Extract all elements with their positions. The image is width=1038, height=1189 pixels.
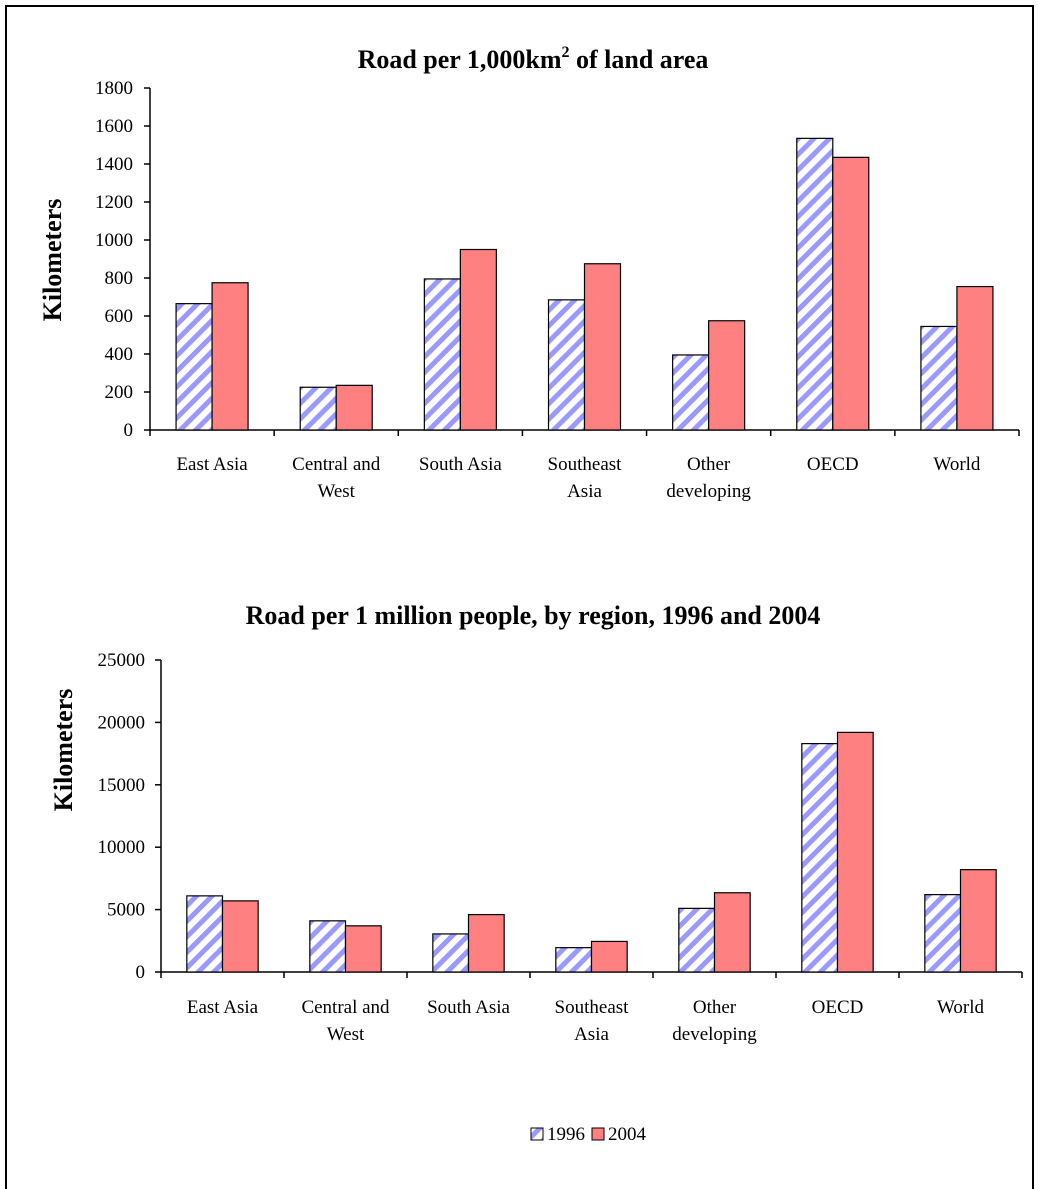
bar-1996-6 — [924, 894, 962, 973]
bar-2004-6 — [959, 869, 997, 973]
y-tick-label: 1800 — [95, 78, 133, 99]
x-category-label: OECD — [807, 454, 859, 475]
bar-1996-2 — [432, 933, 470, 973]
x-category-label: OECD — [812, 997, 864, 1018]
legend: 1996 2004 — [530, 1124, 647, 1145]
bar-2004-2 — [467, 913, 505, 973]
bar-1996-3 — [555, 947, 593, 973]
y-tick-label: 0 — [124, 420, 134, 441]
x-category-label: South Asia — [419, 454, 502, 475]
bar-1996-1 — [299, 386, 337, 431]
bar-2004-3 — [590, 940, 628, 973]
x-category-label: Central and West — [301, 997, 390, 1045]
y-tick-label: 200 — [105, 382, 134, 403]
y-tick-label: 1000 — [95, 230, 133, 251]
x-category-label: East Asia — [187, 997, 259, 1018]
bar-1996-6 — [920, 325, 958, 431]
bar-2004-3 — [583, 263, 622, 431]
bar-2004-4 — [713, 892, 751, 973]
x-category-label: Other developing — [672, 997, 757, 1045]
bar-1996-4 — [678, 907, 716, 973]
bar-1996-0 — [175, 303, 213, 431]
bar-2004-1 — [335, 384, 373, 431]
y-tick-label: 5000 — [107, 900, 145, 921]
x-category-label: East Asia — [176, 454, 248, 475]
bar-1996-4 — [672, 354, 710, 431]
x-category-label: World — [937, 997, 985, 1018]
bar-1996-5 — [796, 137, 834, 431]
y-tick-label: 400 — [105, 344, 134, 365]
y-tick-label: 20000 — [98, 712, 146, 733]
bar-1996-2 — [423, 278, 461, 431]
y-tick-label: 800 — [105, 268, 134, 289]
bar-2004-1 — [344, 925, 382, 973]
bar-2004-6 — [956, 285, 994, 431]
legend-label-1996: 1996 — [547, 1124, 585, 1145]
y-tick-label: 10000 — [98, 837, 146, 858]
bar-2004-4 — [708, 320, 746, 431]
bar-2004-2 — [459, 248, 497, 431]
bar-2004-0 — [221, 900, 259, 973]
x-category-label: South Asia — [427, 997, 510, 1018]
y-tick-label: 25000 — [98, 650, 146, 671]
bar-2004-0 — [211, 282, 249, 431]
bar-1996-1 — [309, 920, 347, 973]
bar-1996-0 — [186, 895, 224, 973]
chart-title: Road per 1 million people, by region, 19… — [246, 601, 821, 630]
y-tick-label: 1600 — [95, 116, 133, 137]
x-category-label: Central and West — [292, 454, 381, 502]
chart-land-area: Road per 1,000km2 of land area Kilometer… — [38, 44, 1020, 502]
y-tick-label: 600 — [105, 306, 134, 327]
legend-swatch-2004 — [591, 1127, 605, 1141]
y-axis-label: Kilometers — [49, 689, 78, 812]
y-tick-label: 1200 — [95, 192, 133, 213]
legend-label-2004: 2004 — [608, 1124, 647, 1145]
bar-1996-5 — [801, 743, 839, 973]
x-category-label: World — [933, 454, 981, 475]
x-category-label: Southeast Asia — [548, 454, 623, 502]
chart-title: Road per 1,000km2 of land area — [358, 44, 709, 74]
y-tick-label: 1400 — [95, 154, 133, 175]
legend-swatch-1996 — [530, 1127, 544, 1141]
y-axis-label: Kilometers — [38, 199, 67, 322]
y-tick-label: 15000 — [98, 775, 146, 796]
x-category-label: Southeast Asia — [555, 997, 630, 1045]
x-category-label: Other developing — [666, 454, 751, 502]
figure-frame — [5, 5, 1034, 1189]
chart-per-million-people: Road per 1 million people, by region, 19… — [49, 601, 1023, 1045]
y-tick-label: 0 — [136, 962, 146, 983]
bar-2004-5 — [836, 731, 874, 973]
bar-1996-3 — [547, 299, 586, 431]
bar-2004-5 — [832, 156, 870, 431]
